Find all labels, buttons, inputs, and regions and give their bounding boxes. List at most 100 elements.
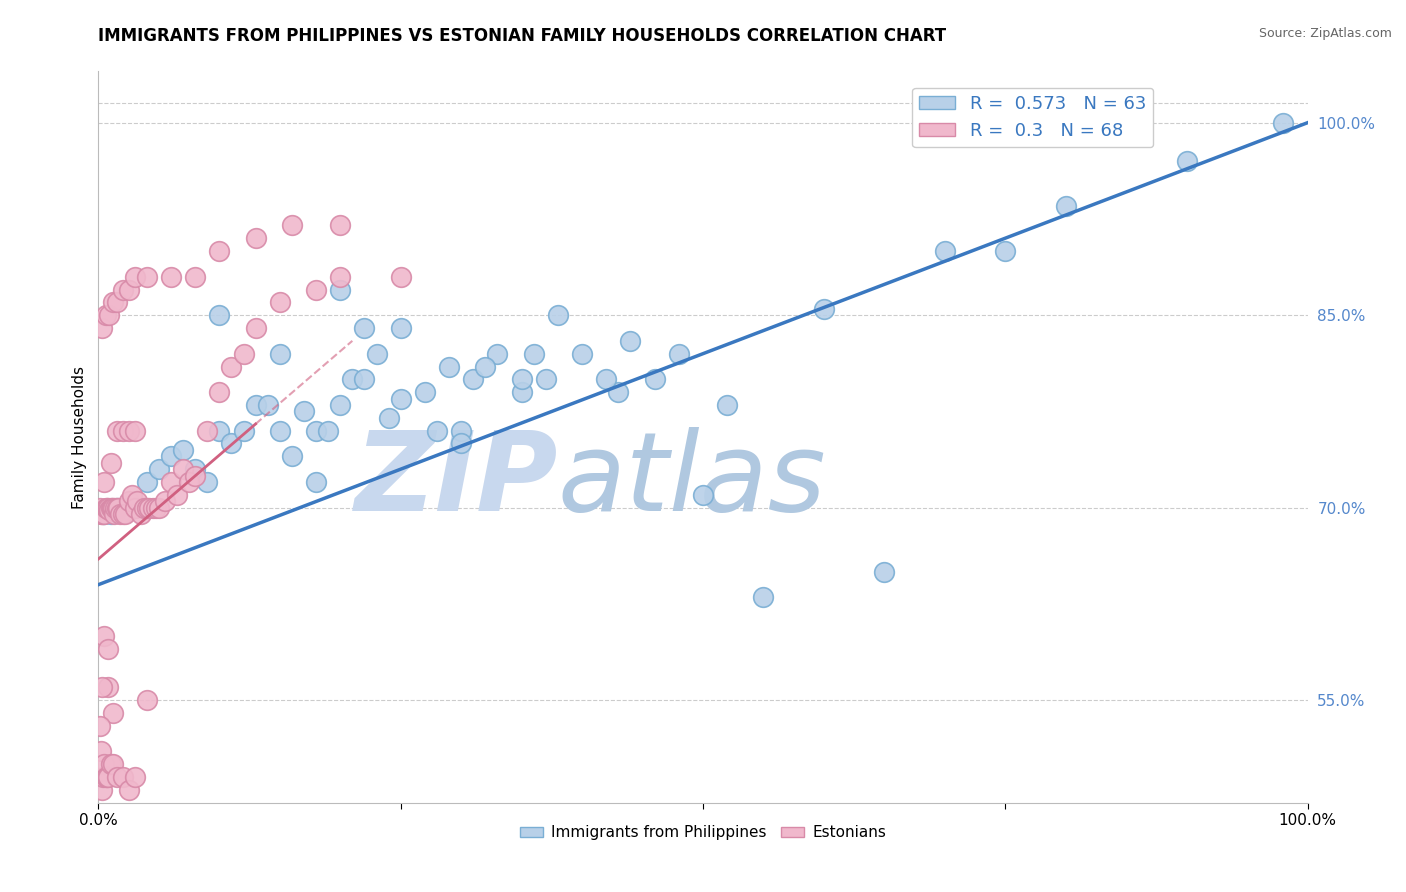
Point — [100, 456, 122, 470]
Point — [342, 372, 364, 386]
Y-axis label: Family Households: Family Households — [72, 366, 87, 508]
Point — [134, 500, 156, 515]
Point — [111, 500, 134, 515]
Point — [389, 321, 412, 335]
Point — [135, 269, 157, 284]
Point — [96, 770, 118, 784]
Point — [437, 359, 460, 374]
Point — [221, 436, 243, 450]
Point — [124, 770, 146, 784]
Point — [256, 398, 278, 412]
Point — [105, 770, 128, 784]
Point — [118, 503, 141, 517]
Legend: Immigrants from Philippines, Estonians: Immigrants from Philippines, Estonians — [515, 819, 891, 847]
Point — [692, 488, 714, 502]
Point — [245, 398, 267, 412]
Point — [389, 392, 412, 406]
Point — [389, 269, 412, 284]
Point — [100, 507, 122, 521]
Point — [450, 436, 472, 450]
Point — [118, 783, 141, 797]
Point — [305, 475, 328, 489]
Point — [96, 500, 118, 515]
Point — [353, 372, 375, 386]
Point — [100, 500, 122, 515]
Point — [184, 462, 207, 476]
Point — [91, 783, 114, 797]
Point — [329, 398, 352, 412]
Point — [91, 770, 114, 784]
Point — [281, 219, 304, 233]
Point — [353, 321, 375, 335]
Point — [93, 475, 115, 489]
Point — [97, 770, 120, 784]
Point — [873, 565, 896, 579]
Point — [316, 424, 339, 438]
Point — [127, 494, 149, 508]
Point — [91, 507, 114, 521]
Point — [135, 500, 157, 515]
Point — [221, 359, 243, 374]
Point — [450, 424, 472, 438]
Point — [100, 500, 122, 515]
Point — [195, 424, 218, 438]
Point — [160, 450, 183, 464]
Point — [93, 507, 115, 521]
Point — [1175, 154, 1198, 169]
Point — [426, 424, 449, 438]
Point — [292, 404, 315, 418]
Point — [90, 507, 112, 521]
Point — [269, 295, 291, 310]
Point — [91, 321, 114, 335]
Text: atlas: atlas — [558, 427, 827, 534]
Point — [245, 231, 267, 245]
Point — [89, 500, 111, 515]
Text: ZIP: ZIP — [354, 427, 558, 534]
Point — [90, 744, 112, 758]
Point — [377, 410, 399, 425]
Point — [124, 424, 146, 438]
Point — [994, 244, 1017, 258]
Point — [413, 385, 436, 400]
Point — [111, 507, 134, 521]
Point — [107, 500, 129, 515]
Point — [101, 500, 124, 515]
Point — [208, 308, 231, 322]
Point — [208, 424, 231, 438]
Point — [101, 295, 124, 310]
Point — [118, 494, 141, 508]
Point — [94, 308, 117, 322]
Point — [111, 770, 134, 784]
Point — [463, 372, 485, 386]
Point — [124, 500, 146, 515]
Point — [195, 475, 218, 489]
Point — [98, 308, 121, 322]
Point — [94, 770, 117, 784]
Point — [547, 308, 569, 322]
Point — [129, 507, 152, 521]
Point — [97, 681, 120, 695]
Point — [138, 500, 160, 515]
Point — [595, 372, 617, 386]
Point — [135, 693, 157, 707]
Point — [208, 385, 231, 400]
Point — [91, 507, 114, 521]
Point — [179, 475, 201, 489]
Point — [160, 269, 183, 284]
Point — [329, 283, 352, 297]
Point — [114, 507, 136, 521]
Point — [366, 346, 388, 360]
Point — [118, 283, 141, 297]
Point — [97, 500, 120, 515]
Point — [103, 507, 125, 521]
Point — [148, 462, 170, 476]
Point — [166, 488, 188, 502]
Point — [305, 424, 328, 438]
Point — [100, 757, 122, 772]
Point — [118, 424, 141, 438]
Point — [232, 424, 254, 438]
Point — [752, 591, 775, 605]
Point — [105, 424, 128, 438]
Point — [281, 450, 304, 464]
Point — [105, 500, 128, 515]
